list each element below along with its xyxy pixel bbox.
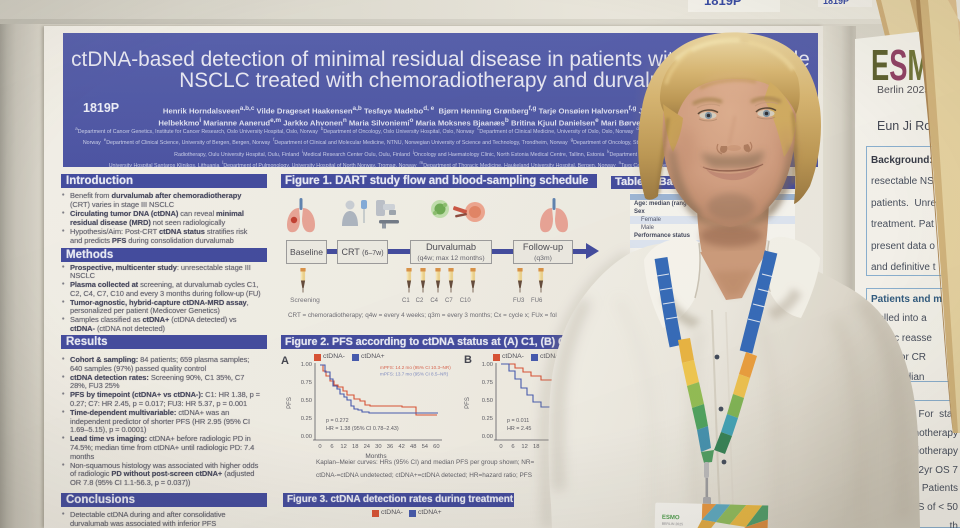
svg-text:p = 0.272: p = 0.272 bbox=[326, 418, 349, 424]
svg-text:HR = 1.38 (95% CI 0.78–2.43): HR = 1.38 (95% CI 0.78–2.43) bbox=[326, 426, 399, 432]
svg-text:0: 0 bbox=[318, 444, 321, 450]
svg-text:0.50: 0.50 bbox=[301, 398, 312, 404]
svg-text:48: 48 bbox=[410, 444, 416, 450]
svg-text:0.00: 0.00 bbox=[482, 434, 493, 440]
svg-text:12: 12 bbox=[340, 444, 346, 450]
svg-text:mPFS: 13.7 mo (95% CI 8.5–NR): mPFS: 13.7 mo (95% CI 8.5–NR) bbox=[380, 372, 449, 377]
svg-text:PFS: PFS bbox=[287, 397, 293, 409]
svg-text:60: 60 bbox=[433, 444, 439, 450]
svg-text:30: 30 bbox=[375, 444, 381, 450]
svg-text:HR = 2.45: HR = 2.45 bbox=[507, 426, 531, 432]
svg-text:PFS: PFS bbox=[465, 397, 471, 409]
svg-text:1.00: 1.00 bbox=[482, 362, 493, 368]
svg-text:0.50: 0.50 bbox=[482, 398, 493, 404]
svg-text:0.25: 0.25 bbox=[482, 416, 493, 422]
svg-text:Months: Months bbox=[365, 453, 387, 460]
svg-text:p = 0.011: p = 0.011 bbox=[507, 418, 529, 424]
svg-text:6: 6 bbox=[330, 444, 333, 450]
svg-text:54: 54 bbox=[422, 444, 429, 450]
svg-text:0.25: 0.25 bbox=[301, 416, 312, 422]
svg-text:12: 12 bbox=[521, 444, 527, 450]
svg-text:18: 18 bbox=[352, 444, 358, 450]
svg-text:0: 0 bbox=[499, 444, 502, 450]
svg-text:42: 42 bbox=[398, 444, 404, 450]
svg-text:36: 36 bbox=[387, 444, 393, 450]
svg-text:0.75: 0.75 bbox=[482, 380, 493, 386]
svg-text:6: 6 bbox=[511, 444, 514, 450]
svg-text:24: 24 bbox=[364, 444, 371, 450]
svg-text:mPFS: 14.2 mo (95% CI 10.3–NR): mPFS: 14.2 mo (95% CI 10.3–NR) bbox=[380, 365, 451, 370]
svg-text:0.75: 0.75 bbox=[301, 380, 312, 386]
svg-text:BERLIN 2025: BERLIN 2025 bbox=[662, 522, 684, 527]
svg-text:ESMO: ESMO bbox=[662, 515, 680, 521]
svg-text:18: 18 bbox=[533, 444, 539, 450]
svg-text:0.00: 0.00 bbox=[301, 434, 312, 440]
svg-text:1.00: 1.00 bbox=[301, 362, 312, 368]
